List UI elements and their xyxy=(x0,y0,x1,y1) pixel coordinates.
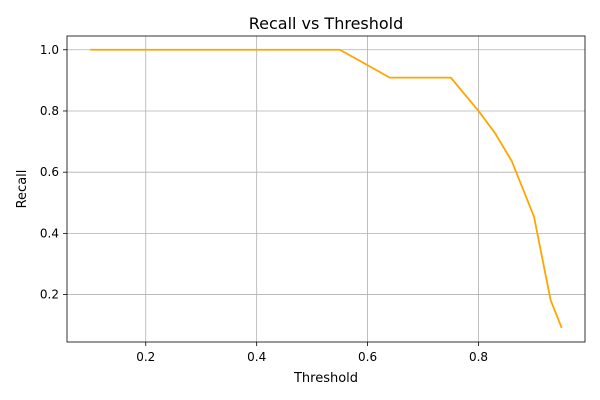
series-layer xyxy=(90,48,563,329)
x-axis-ticks: 0.2 0.4 0.6 0.8 xyxy=(136,342,488,364)
x-tick-label: 0.4 xyxy=(247,350,266,364)
y-tick-label: 0.2 xyxy=(40,288,59,302)
y-axis-label: Recall xyxy=(15,170,30,209)
x-axis-label: Threshold xyxy=(293,371,358,386)
grid xyxy=(67,36,585,342)
x-tick-label: 0.6 xyxy=(358,350,377,364)
y-tick-label: 1.0 xyxy=(40,43,59,57)
recall-series-line xyxy=(90,48,563,329)
chart-title: Recall vs Threshold xyxy=(249,14,404,33)
x-tick-label: 0.8 xyxy=(469,350,488,364)
y-tick-label: 0.4 xyxy=(40,226,59,240)
y-axis-ticks: 0.2 0.4 0.6 0.8 1.0 xyxy=(40,43,67,302)
x-tick-label: 0.2 xyxy=(136,350,155,364)
y-tick-label: 0.6 xyxy=(40,165,59,179)
plot-area-frame xyxy=(66,35,586,343)
y-tick-label: 0.8 xyxy=(40,104,59,118)
